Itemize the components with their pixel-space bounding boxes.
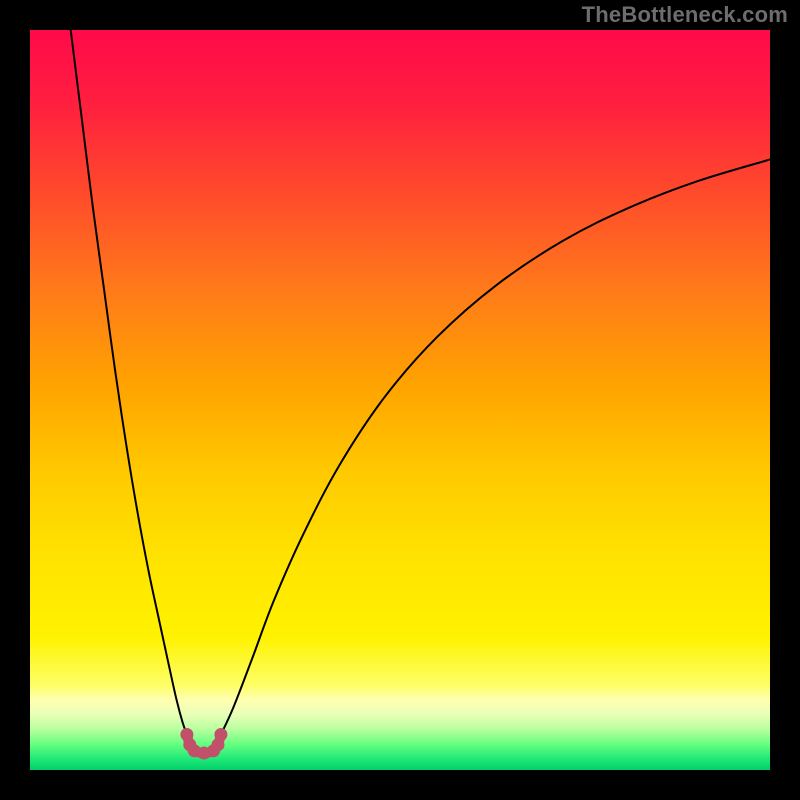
bottleneck-curve-chart xyxy=(30,30,770,770)
gradient-background xyxy=(30,30,770,770)
attribution-label: TheBottleneck.com xyxy=(582,2,788,28)
chart-frame: TheBottleneck.com xyxy=(0,0,800,800)
plot-area xyxy=(30,30,770,770)
valley-dot xyxy=(214,728,227,741)
